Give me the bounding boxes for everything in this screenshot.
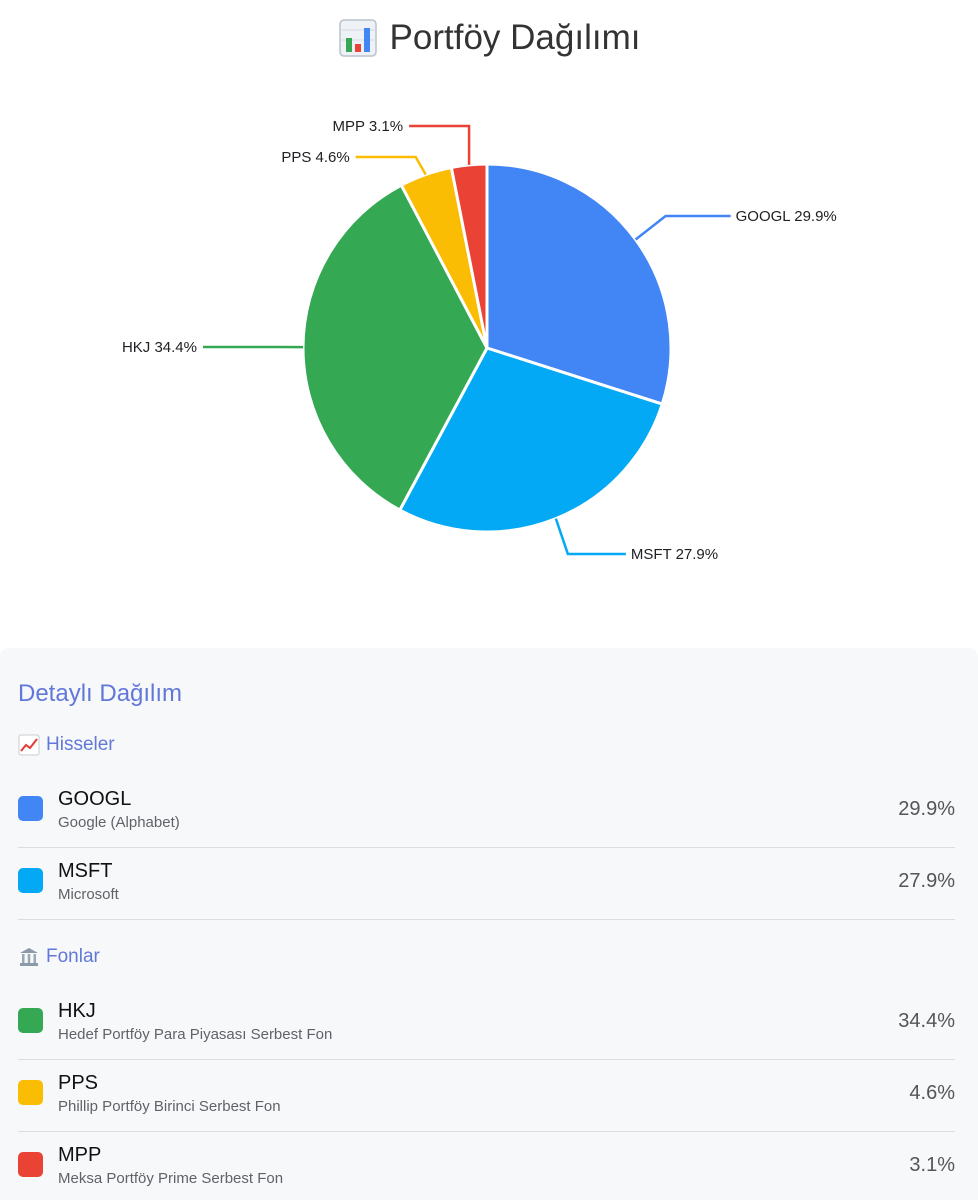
leader-line-pps (355, 155, 427, 176)
details-panel: Detaylı Dağılım Hisseler GOOGL Google (A… (0, 648, 978, 1200)
group-title-hisseler: Hisseler (18, 734, 115, 756)
color-swatch (18, 796, 43, 821)
pie-chart: GOOGL 29.9% MSFT 27.9% HKJ 34.4% PPS 4.6% MP… (122, 118, 837, 563)
pie-slice-msft[interactable] (397, 346, 665, 534)
leader-line-mpp (409, 124, 471, 165)
slice-label-hkj: HKJ 34.4% (122, 339, 197, 356)
item-ticker: MPP (58, 1144, 102, 1166)
slice-label-mpp: MPP 3.1% (332, 118, 403, 135)
item-percent: 27.9% (898, 870, 955, 892)
bar-chart-icon (338, 19, 377, 57)
item-name: Microsoft (58, 886, 119, 903)
slice-label-googl: GOOGL 29.9% (736, 208, 837, 225)
list-item-googl[interactable]: GOOGL Google (Alphabet) 29.9% (18, 776, 955, 848)
item-percent: 4.6% (909, 1082, 955, 1104)
item-name: Hedef Portföy Para Piyasası Serbest Fon (58, 1026, 333, 1043)
item-percent: 3.1% (909, 1154, 955, 1176)
item-name: Phillip Portföy Birinci Serbest Fon (58, 1098, 281, 1115)
list-item-pps[interactable]: PPS Phillip Portföy Birinci Serbest Fon … (18, 1060, 955, 1132)
group-label: Hisseler (46, 734, 115, 755)
item-ticker: MSFT (58, 860, 113, 882)
list-item-mpp[interactable]: MPP Meksa Portföy Prime Serbest Fon 3.1% (18, 1132, 955, 1200)
bank-icon (20, 948, 38, 966)
color-swatch (18, 1152, 43, 1177)
item-ticker: HKJ (58, 1000, 96, 1022)
item-percent: 34.4% (898, 1010, 955, 1032)
color-swatch (18, 868, 43, 893)
pie-slice-mpp[interactable] (449, 162, 489, 349)
slice-label-pps: PPS 4.6% (281, 149, 349, 166)
page-title: Portföy Dağılımı (389, 18, 641, 57)
slice-label-msft: MSFT 27.9% (631, 546, 718, 563)
list-item-hkj[interactable]: HKJ Hedef Portföy Para Piyasası Serbest … (18, 988, 955, 1060)
item-ticker: PPS (58, 1072, 99, 1094)
color-swatch (18, 1080, 43, 1105)
color-swatch (18, 1008, 43, 1033)
item-ticker: GOOGL (58, 788, 132, 810)
group-label: Fonlar (46, 946, 100, 967)
pie-slice-googl[interactable] (485, 162, 673, 406)
leader-line-googl (634, 214, 731, 241)
item-name: Google (Alphabet) (58, 814, 180, 831)
item-percent: 29.9% (898, 798, 955, 820)
details-heading: Detaylı Dağılım (18, 680, 183, 707)
leader-line-msft (554, 518, 626, 556)
chart-increasing-icon (18, 734, 40, 756)
group-title-fonlar: Fonlar (18, 946, 100, 968)
list-item-msft[interactable]: MSFT Microsoft 27.9% (18, 848, 955, 920)
item-name: Meksa Portföy Prime Serbest Fon (58, 1170, 284, 1187)
page-title-row: Portföy Dağılımı (0, 18, 978, 58)
